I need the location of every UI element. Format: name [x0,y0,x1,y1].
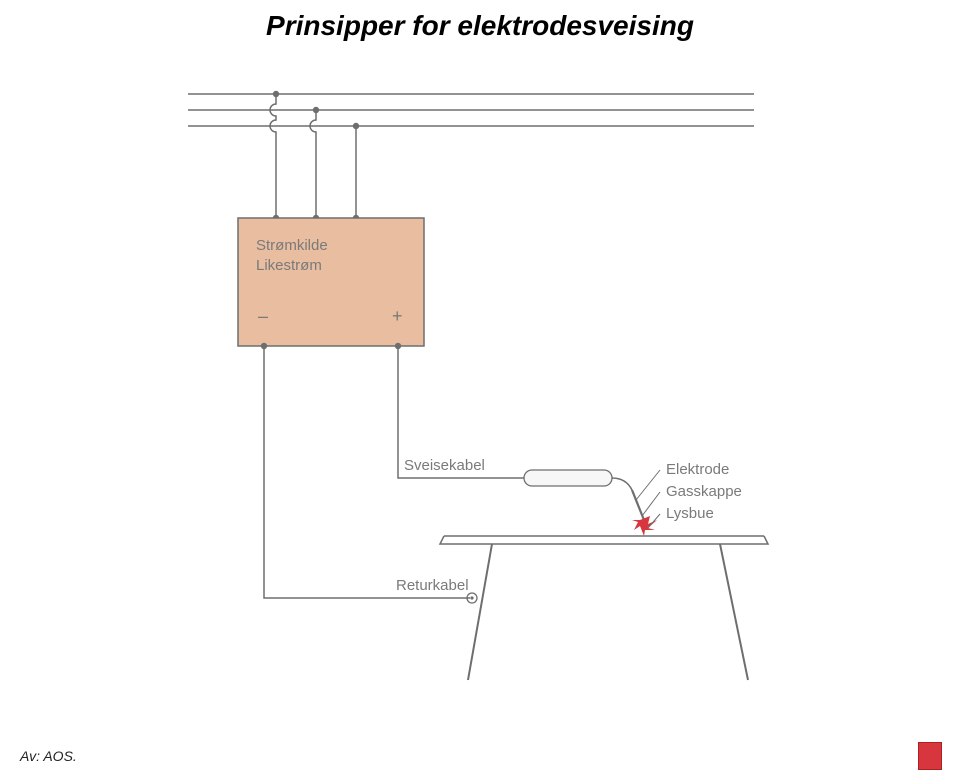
page: Prinsipper for elektrodesveising Strømki… [0,0,960,784]
electrode-holder-handle [524,470,612,486]
table-edge [440,536,768,544]
return-clamp-dot [470,596,473,599]
power-box-label-2: Likestrøm [256,257,322,274]
electrode-holder-neck [612,478,632,490]
gas-cap-label: Gasskappe [666,483,742,500]
arc-label: Lysbue [666,505,714,522]
return-cable-label: Returkabel [396,577,469,594]
author-credit: Av: AOS. [20,748,77,764]
minus-label: – [258,306,268,326]
weld-cable-label: Sveisekabel [404,457,485,474]
plus-label: + [392,306,403,326]
arc-spark [632,516,657,536]
page-marker [918,742,942,770]
table-legs [468,544,748,680]
electrode-label: Elektrode [666,461,729,478]
diagram-svg: Strømkilde Likestrøm – + Sveisekabel Ret… [0,0,960,784]
power-box-label-1: Strømkilde [256,237,328,254]
